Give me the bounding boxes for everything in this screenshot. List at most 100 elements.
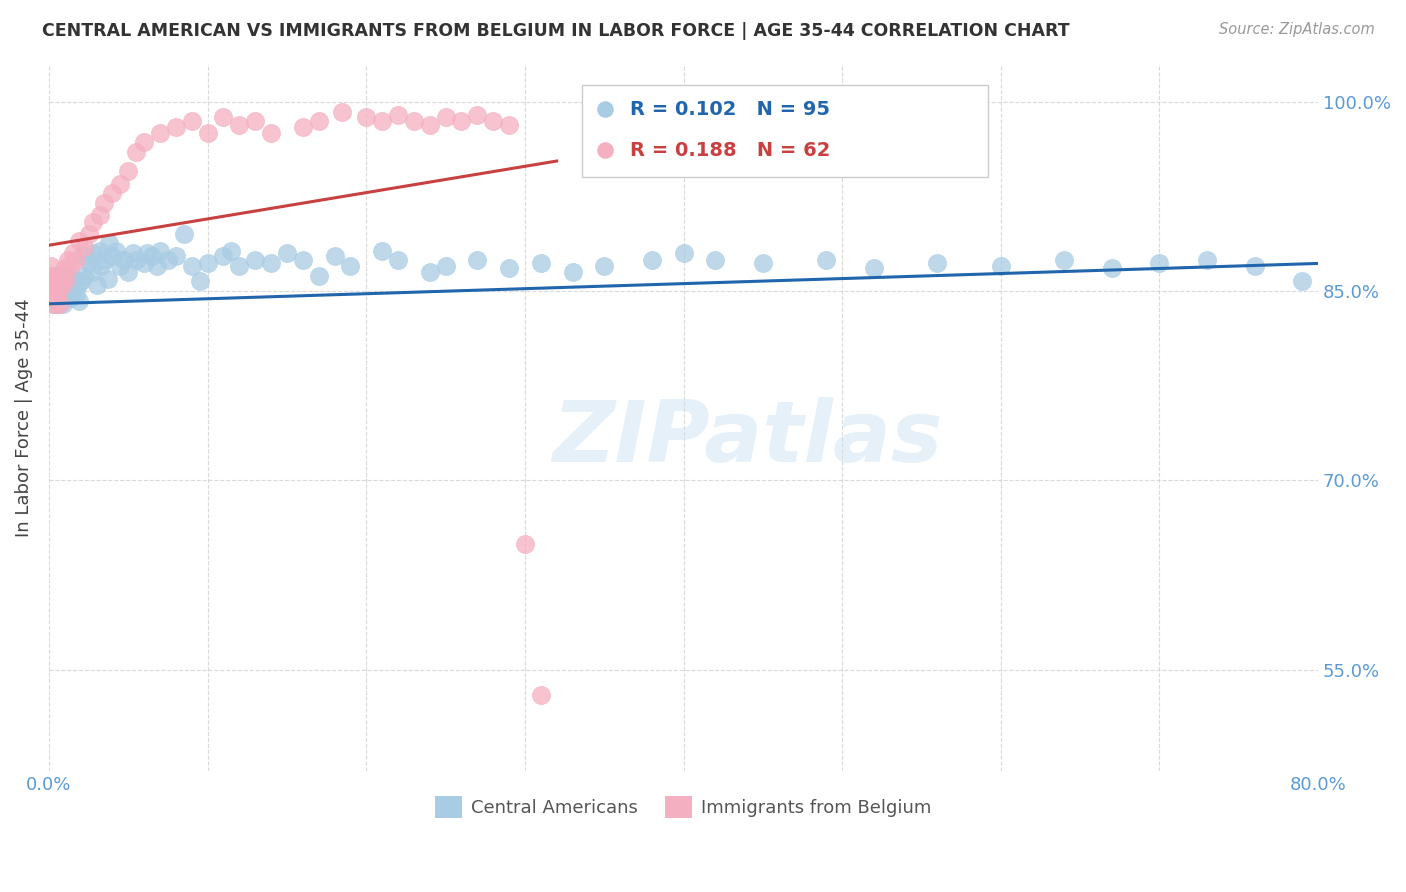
Point [52,277,75,292]
Point [73,268,96,283]
Point [465,107,488,121]
Point [49,297,72,311]
Point [188,274,211,288]
Point [48,277,70,292]
Point [69,274,91,288]
Point [402,113,425,128]
Point [1291,274,1313,288]
Point [1101,261,1123,276]
Point [245,252,267,267]
Point [815,252,838,267]
Point [77,227,100,242]
Point [136,246,159,260]
Point [45,277,67,292]
Point [62,282,84,296]
Point [291,120,314,135]
Point [44,274,66,288]
Point [39,277,62,292]
Point [1053,252,1076,267]
Point [44,297,66,311]
Point [1197,252,1219,267]
Point [1149,256,1171,270]
Point [332,105,354,120]
Point [149,244,172,258]
Point [45,286,67,301]
Point [419,265,441,279]
Point [39,284,62,298]
Legend: Central Americans, Immigrants from Belgium: Central Americans, Immigrants from Belgi… [427,789,939,825]
Point [450,113,472,128]
Point [52,277,75,292]
Point [52,297,75,311]
Point [228,118,250,132]
Point [165,249,187,263]
Point [197,256,219,270]
Point [66,277,89,292]
Point [41,268,63,283]
Point [49,274,72,288]
Point [180,259,202,273]
Text: R = 0.102   N = 95: R = 0.102 N = 95 [630,100,831,119]
Point [58,291,80,305]
Point [65,286,87,301]
Point [125,252,148,267]
Point [82,215,104,229]
Point [927,256,949,270]
Point [733,176,755,190]
Point [90,259,112,273]
Point [356,110,378,124]
Point [323,249,346,263]
Point [45,268,67,283]
Point [39,286,62,301]
Point [387,107,409,121]
Point [245,113,267,128]
Point [434,110,457,124]
Point [51,268,73,283]
Point [56,284,79,298]
Point [212,249,235,263]
Point [49,274,72,288]
Point [733,249,755,263]
Point [104,244,127,258]
Point [55,271,77,285]
Point [48,286,70,301]
Point [55,277,77,292]
Point [75,249,97,263]
Point [1243,259,1265,273]
Point [260,127,283,141]
Point [371,244,394,258]
Point [73,240,96,254]
Point [45,274,67,288]
Point [93,252,115,267]
Point [228,259,250,273]
Point [434,259,457,273]
Point [212,110,235,124]
Point [149,127,172,141]
Point [165,120,187,135]
Point [371,113,394,128]
Point [44,291,66,305]
Point [65,252,87,267]
Point [93,195,115,210]
Point [173,227,195,242]
Point [77,256,100,270]
Point [41,271,63,285]
Point [291,252,314,267]
Point [56,252,79,267]
Point [117,164,139,178]
Point [41,297,63,311]
Point [339,259,361,273]
Point [45,268,67,283]
Point [308,268,330,283]
Point [48,277,70,292]
Point [513,536,536,550]
Point [387,252,409,267]
Point [42,291,65,305]
Point [86,277,108,292]
FancyBboxPatch shape [582,86,988,178]
Point [990,259,1012,273]
Text: ZIPatlas: ZIPatlas [553,397,942,480]
Text: R = 0.188   N = 62: R = 0.188 N = 62 [630,141,831,160]
Point [42,286,65,301]
Point [419,118,441,132]
